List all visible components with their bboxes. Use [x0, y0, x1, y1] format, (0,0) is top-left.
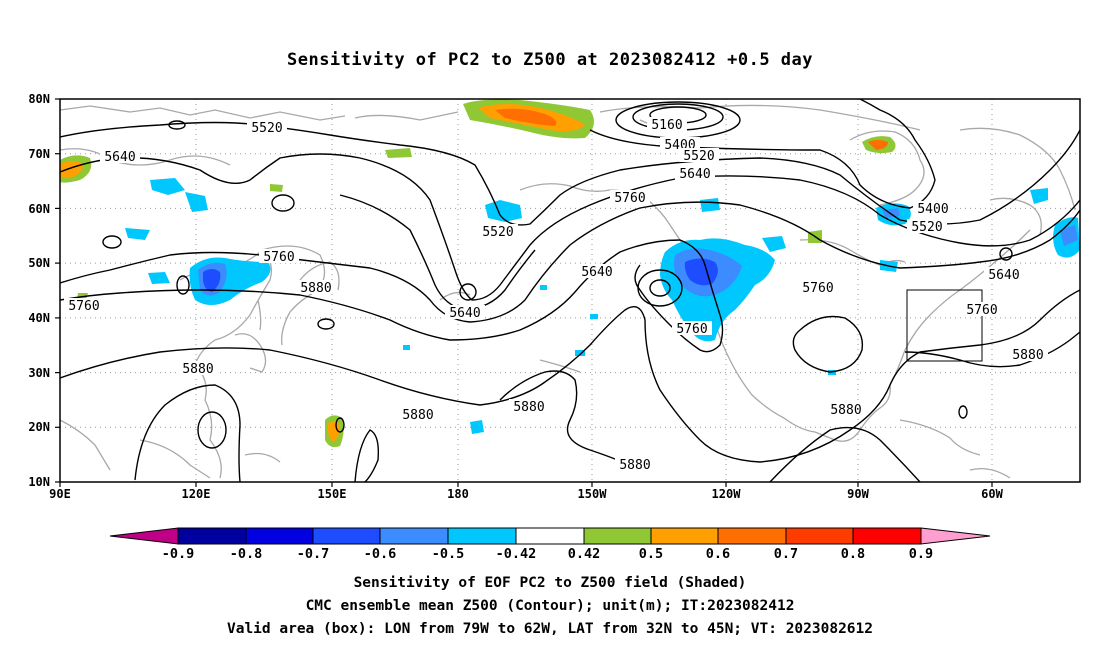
colorbar [109, 527, 991, 545]
colorbar-swatch [245, 527, 314, 545]
lon-label: 150W [578, 487, 608, 501]
lat-label: 70N [28, 147, 50, 161]
caption-shading: Sensitivity of EOF PC2 to Z500 field (Sh… [353, 575, 747, 591]
colorbar-label: 0.7 [774, 546, 798, 562]
colorbar-label: 0.5 [639, 546, 663, 562]
colorbar-label: 0.42 [568, 546, 601, 562]
contour-label: 5760 [68, 299, 99, 314]
map-frame [59, 98, 1081, 483]
colorbar-swatch [650, 527, 719, 545]
contour-labels: 5160 5400 5520 5520 5520 5640 5640 5640 … [68, 118, 1044, 473]
contour-label: 5880 [300, 281, 331, 296]
contour-label: 5400 [917, 202, 948, 217]
colorbar-label: 0.9 [909, 546, 933, 562]
lat-label: 40N [28, 311, 50, 325]
contour-label: 5640 [581, 265, 612, 280]
colorbar-swatch [447, 527, 517, 545]
lat-label: 10N [28, 475, 50, 489]
colorbar-swatch [920, 527, 991, 545]
contour-label: 5880 [402, 408, 433, 423]
contour-label: 5640 [988, 268, 1019, 283]
contour-label: 5760 [966, 303, 997, 318]
colorbar-swatch [109, 527, 179, 545]
latitude-labels: 80N 70N 60N 50N 40N 30N 20N 10N [28, 92, 50, 489]
colorbar-swatch [379, 527, 449, 545]
lon-label: 150E [318, 487, 347, 501]
colorbar-swatch [852, 527, 922, 545]
contour-label: 5880 [182, 362, 213, 377]
grid-lines [60, 99, 1080, 482]
contour-label: 5760 [263, 250, 294, 265]
colorbar-label: -0.8 [230, 546, 263, 562]
lat-label: 80N [28, 92, 50, 106]
colorbar-swatch [515, 527, 585, 545]
lat-label: 20N [28, 420, 50, 434]
colorbar-swatch [785, 527, 854, 545]
axis-ticks [55, 98, 993, 487]
contour-label: 5520 [251, 121, 282, 136]
contour-label: 5520 [482, 225, 513, 240]
lon-label: 180 [447, 487, 469, 501]
longitude-labels: 90E 120E 150E 180 150W 120W 90W 60W [49, 487, 1003, 501]
colorbar-label: -0.42 [496, 546, 537, 562]
lon-label: 90W [847, 487, 869, 501]
contour-label: 5640 [679, 167, 710, 182]
colorbar-swatch [717, 527, 787, 545]
contour-label: 5880 [619, 458, 650, 473]
colorbar-label: -0.5 [432, 546, 465, 562]
contour-label: 5520 [911, 220, 942, 235]
contour-label: 5640 [449, 306, 480, 321]
lat-label: 60N [28, 202, 50, 216]
colorbar-label: 0.6 [706, 546, 730, 562]
lon-label: 120E [182, 487, 211, 501]
contour-label: 5880 [830, 403, 861, 418]
contour-label: 5880 [1012, 348, 1043, 363]
contour-label: 5640 [104, 150, 135, 165]
colorbar-label: 0.8 [841, 546, 865, 562]
valid-area-box [906, 289, 983, 362]
contour-label: 5880 [513, 400, 544, 415]
colorbar-labels: -0.9 -0.8 -0.7 -0.6 -0.5 -0.42 0.42 0.5 … [162, 546, 933, 562]
lon-label: 60W [981, 487, 1003, 501]
colorbar-label: -0.9 [162, 546, 195, 562]
contour-label: 5760 [676, 322, 707, 337]
colorbar-swatch [177, 527, 247, 545]
contour-label: 5760 [802, 281, 833, 296]
plot-title: Sensitivity of PC2 to Z500 at 2023082412… [286, 50, 813, 70]
lon-label: 90E [49, 487, 71, 501]
lat-label: 50N [28, 256, 50, 270]
lon-label: 120W [712, 487, 742, 501]
colorbar-label: -0.7 [297, 546, 330, 562]
sensitivity-shading [60, 99, 1080, 448]
lat-label: 30N [28, 366, 50, 380]
caption-valid-area: Valid area (box): LON from 79W to 62W, L… [226, 621, 873, 637]
contour-label: 5760 [614, 191, 645, 206]
colorbar-swatch [583, 527, 652, 545]
colorbar-swatch [312, 527, 381, 545]
caption-contour: CMC ensemble mean Z500 (Contour); unit(m… [305, 598, 795, 614]
contour-label: 5160 [651, 118, 682, 133]
colorbar-label: -0.6 [364, 546, 397, 562]
contour-label: 5520 [683, 149, 714, 164]
